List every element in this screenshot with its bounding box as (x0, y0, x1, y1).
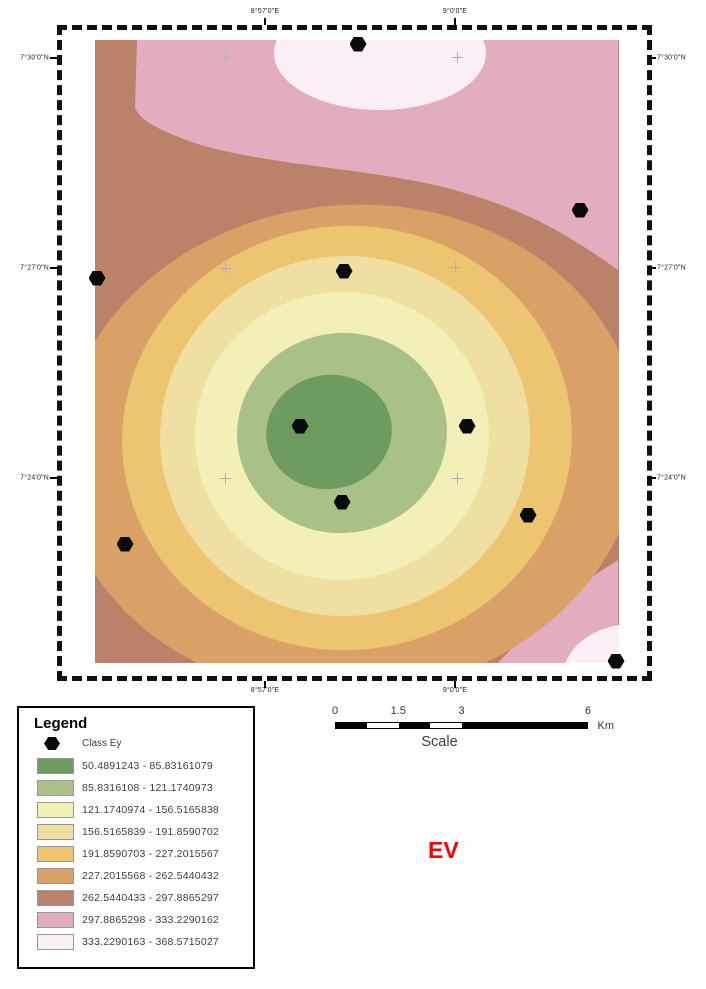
legend-class-range: 156.5165839 - 191.8590702 (82, 826, 219, 838)
sample-point-hexagon (349, 36, 367, 52)
legend-color-swatch (37, 802, 74, 818)
sample-point-hexagon (519, 507, 537, 523)
legend-class-list: 50.4891243 - 85.83161079 85.8316108 - 12… (37, 755, 253, 953)
band-50-85 (266, 374, 392, 490)
legend-class-row: 262.5440433 - 297.8865297 (37, 887, 253, 909)
sample-point-hexagon (571, 202, 589, 218)
scale-bar-unit: Km (597, 720, 615, 732)
legend-class-range: 227.2015568 - 262.5440432 (82, 870, 219, 882)
legend-color-swatch (37, 780, 74, 796)
axis-label-right: 7°24'0"N (657, 474, 686, 482)
sample-point-hexagon (116, 536, 134, 552)
sample-point-hexagon (88, 270, 106, 286)
legend-class-row: 85.8316108 - 121.1740973 (37, 777, 253, 799)
axis-tick-top (264, 18, 266, 25)
axis-tick-right (649, 477, 656, 479)
legend-class-row: 121.1740974 - 156.5165838 (37, 799, 253, 821)
axis-label-bottom: 9°0'0"E (442, 687, 468, 694)
sample-point-hexagon (607, 653, 625, 669)
legend-class-row: 227.2015568 - 262.5440432 (37, 865, 253, 887)
sample-point-hexagon (458, 418, 476, 434)
legend-class-range: 50.4891243 - 85.83161079 (82, 760, 213, 772)
axis-tick-left (50, 267, 57, 269)
interpolated-surface (95, 40, 619, 663)
band-333-368-top-blob (274, 40, 486, 110)
legend-color-swatch (37, 868, 74, 884)
legend-class-row: 50.4891243 - 85.83161079 (37, 755, 253, 777)
scale-bar: 0 1.5 3 6 Km Scale (331, 705, 614, 750)
graticule-cross (220, 263, 231, 274)
legend-color-swatch (37, 824, 74, 840)
legend-class-row: 297.8865298 - 333.2290162 (37, 909, 253, 931)
axis-label-bottom: 8°57'0"E (250, 687, 280, 694)
legend-point-class-label: Class Ey (82, 738, 122, 749)
hexagon-marker-icon (44, 737, 60, 750)
ev-annotation-text: EV (428, 837, 459, 863)
scale-number: 0 (331, 705, 339, 717)
axis-tick-left (50, 57, 57, 59)
axis-tick-right (649, 57, 656, 59)
legend-color-swatch (37, 890, 74, 906)
legend-class-range: 297.8865298 - 333.2290162 (82, 914, 219, 926)
graticule-cross (450, 262, 461, 273)
graticule-cross (452, 473, 463, 484)
legend-color-swatch (37, 912, 74, 928)
scale-bar-caption: Scale (421, 734, 458, 750)
sample-point-hexagon (333, 494, 351, 510)
axis-label-top: 8°57'0"E (250, 8, 280, 15)
band-333-368-corner-blob (565, 624, 619, 663)
scale-number: 3 (458, 705, 465, 717)
axis-tick-bottom (454, 681, 456, 688)
axis-label-right: 7°27'0"N (657, 264, 686, 272)
legend-class-range: 121.1740974 - 156.5165838 (82, 804, 219, 816)
legend-color-swatch (37, 846, 74, 862)
axis-label-right: 7°30'0"N (657, 54, 686, 62)
legend-class-range: 333.2290163 - 368.5715027 (82, 936, 219, 948)
axis-tick-right (649, 267, 656, 269)
scale-number: 1.5 (390, 705, 406, 717)
axis-label-left: 7°24'0"N (20, 474, 49, 482)
legend-color-swatch (37, 934, 74, 950)
axis-label-top: 9°0'0"E (442, 8, 468, 15)
legend-class-range: 262.5440433 - 297.8865297 (82, 892, 219, 904)
graticule-cross (220, 473, 231, 484)
legend-class-range: 85.8316108 - 121.1740973 (82, 782, 213, 794)
scale-segment (461, 723, 587, 728)
graticule-cross (220, 52, 231, 63)
sample-point-hexagon (335, 263, 353, 279)
scale-segment (336, 723, 368, 728)
scale-number: 6 (584, 705, 592, 717)
legend-color-swatch (37, 758, 74, 774)
axis-label-left: 7°30'0"N (20, 54, 49, 62)
scale-segment (430, 723, 462, 728)
legend-class-row: 156.5165839 - 191.8590702 (37, 821, 253, 843)
graticule-cross (452, 52, 463, 63)
sample-point-hexagon (291, 418, 309, 434)
scale-segment (367, 723, 399, 728)
axis-tick-left (50, 477, 57, 479)
axis-tick-bottom (264, 681, 266, 688)
legend-box: Legend Class Ey 50.4891243 - 85.83161079… (17, 706, 255, 969)
legend-title: Legend (34, 715, 88, 732)
legend-point-class-row: Class Ey (44, 737, 253, 750)
scale-bar-segments (335, 722, 588, 729)
band-297-333-top (135, 40, 618, 270)
legend-class-row: 191.8590703 - 227.2015567 (37, 843, 253, 865)
scale-bar-numbers: 0 1.5 3 6 (331, 705, 592, 719)
legend-class-range: 191.8590703 - 227.2015567 (82, 848, 219, 860)
axis-tick-top (454, 18, 456, 25)
legend-class-row: 333.2290163 - 368.5715027 (37, 931, 253, 953)
axis-label-left: 7°27'0"N (20, 264, 49, 272)
scale-segment (398, 723, 431, 728)
